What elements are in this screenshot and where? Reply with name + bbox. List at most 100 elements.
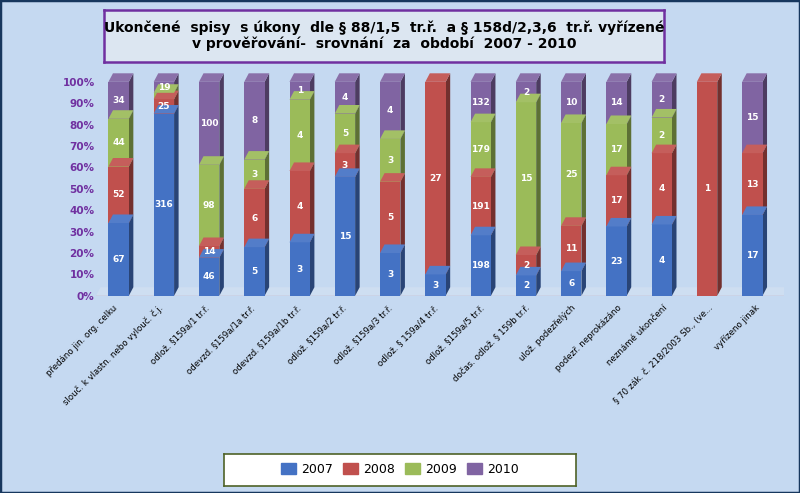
Text: 100: 100 <box>200 119 218 128</box>
Legend: 2007, 2008, 2009, 2010: 2007, 2008, 2009, 2010 <box>276 458 524 481</box>
Bar <box>516 102 536 255</box>
Text: odlož. §159a/5 tr.ř.: odlož. §159a/5 tr.ř. <box>423 303 486 366</box>
Polygon shape <box>516 246 541 255</box>
Text: 6: 6 <box>251 213 258 222</box>
Polygon shape <box>626 218 631 296</box>
Text: odlož. §159a/2 tr.ř.: odlož. §159a/2 tr.ř. <box>286 303 348 366</box>
Bar <box>290 243 310 296</box>
Text: 5: 5 <box>342 129 348 138</box>
Polygon shape <box>290 91 314 100</box>
Bar <box>697 82 718 296</box>
Bar <box>334 113 355 153</box>
Polygon shape <box>400 73 405 139</box>
Text: 25: 25 <box>565 170 578 179</box>
Polygon shape <box>219 73 224 165</box>
Polygon shape <box>310 162 314 243</box>
Polygon shape <box>672 144 677 224</box>
Text: 5: 5 <box>251 267 258 276</box>
Text: 191: 191 <box>471 202 490 211</box>
Polygon shape <box>290 73 314 82</box>
Text: 2: 2 <box>523 261 529 270</box>
Bar <box>652 224 672 296</box>
Bar <box>244 189 265 247</box>
Polygon shape <box>626 115 631 176</box>
Polygon shape <box>265 180 269 247</box>
Text: odevzd. §159a/1a tr.ř.: odevzd. §159a/1a tr.ř. <box>185 303 257 375</box>
Polygon shape <box>426 266 450 275</box>
Polygon shape <box>652 216 677 224</box>
Polygon shape <box>742 73 767 82</box>
Polygon shape <box>380 245 405 253</box>
Text: 52: 52 <box>112 190 125 199</box>
Polygon shape <box>742 207 767 215</box>
Polygon shape <box>154 105 178 113</box>
Text: 11: 11 <box>565 244 578 253</box>
Text: ulož. podezřelých: ulož. podezřelých <box>518 303 578 363</box>
Polygon shape <box>380 130 405 139</box>
Text: 98: 98 <box>203 201 215 210</box>
Bar <box>290 82 310 100</box>
Polygon shape <box>561 217 586 226</box>
Bar <box>154 99 174 113</box>
Text: 15: 15 <box>338 232 351 241</box>
Polygon shape <box>582 263 586 296</box>
Text: 5: 5 <box>387 213 394 222</box>
Text: 34: 34 <box>112 96 125 105</box>
Polygon shape <box>652 109 677 117</box>
Text: odevzd. §159a/1b tr.ř.: odevzd. §159a/1b tr.ř. <box>230 303 302 376</box>
Text: 15: 15 <box>746 113 758 122</box>
Bar <box>380 182 400 253</box>
Polygon shape <box>672 216 677 296</box>
Text: 3: 3 <box>387 156 394 165</box>
Polygon shape <box>516 73 541 82</box>
Polygon shape <box>109 110 134 119</box>
Polygon shape <box>491 114 495 177</box>
Polygon shape <box>491 227 495 296</box>
Text: 17: 17 <box>610 145 623 154</box>
Bar <box>652 82 672 117</box>
Text: 14: 14 <box>610 99 623 107</box>
Polygon shape <box>516 94 541 102</box>
Text: 2: 2 <box>658 131 665 140</box>
Bar <box>561 226 582 271</box>
Polygon shape <box>244 73 269 82</box>
Text: vyřízeno jinak: vyřízeno jinak <box>712 303 761 352</box>
Polygon shape <box>334 144 360 153</box>
Bar <box>561 123 582 226</box>
Text: 8: 8 <box>251 116 258 125</box>
Bar <box>516 276 536 296</box>
Polygon shape <box>355 169 360 296</box>
Polygon shape <box>265 239 269 296</box>
Polygon shape <box>129 73 134 119</box>
Polygon shape <box>355 105 360 153</box>
Bar <box>199 246 219 258</box>
Text: 46: 46 <box>203 272 215 281</box>
Text: 14: 14 <box>203 247 215 256</box>
Bar <box>606 82 626 124</box>
Polygon shape <box>470 114 495 122</box>
Polygon shape <box>199 249 224 258</box>
Polygon shape <box>265 73 269 160</box>
Polygon shape <box>697 73 722 82</box>
Polygon shape <box>606 73 631 82</box>
Polygon shape <box>129 158 134 223</box>
Polygon shape <box>109 158 134 167</box>
Bar <box>199 258 219 296</box>
Polygon shape <box>334 105 360 113</box>
Polygon shape <box>491 73 495 122</box>
Polygon shape <box>154 73 178 82</box>
Bar <box>606 176 626 226</box>
Polygon shape <box>491 168 495 235</box>
Text: 3: 3 <box>432 281 438 289</box>
Polygon shape <box>762 144 767 215</box>
Text: 67: 67 <box>112 255 125 264</box>
Polygon shape <box>174 105 178 296</box>
Bar <box>244 247 265 296</box>
Polygon shape <box>400 173 405 253</box>
Text: 2: 2 <box>523 281 529 290</box>
Bar <box>380 82 400 139</box>
Bar <box>606 124 626 176</box>
Polygon shape <box>219 238 224 258</box>
Bar <box>334 82 355 113</box>
Text: 27: 27 <box>429 174 442 182</box>
